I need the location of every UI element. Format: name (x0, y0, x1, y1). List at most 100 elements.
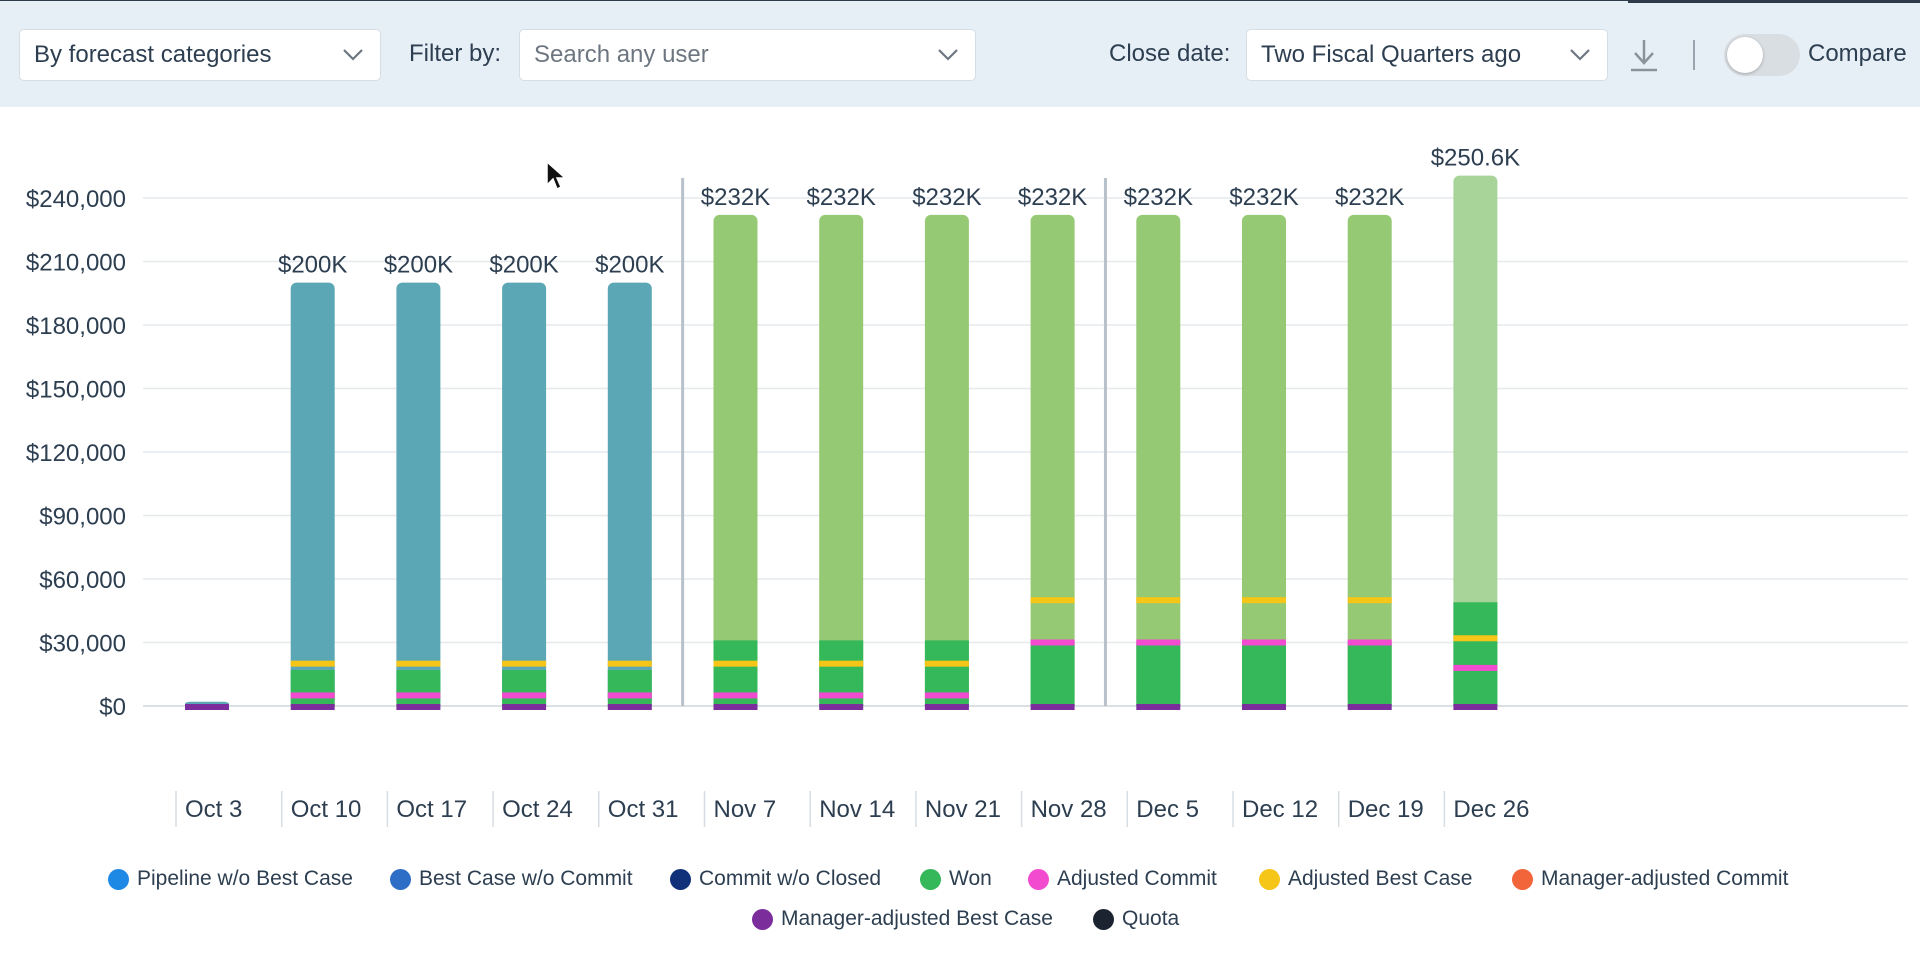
adjusted-best-case-marker-nov-14 (819, 660, 864, 667)
legend-item-pipeline-w-o-best-case[interactable]: Pipeline w/o Best Case (108, 867, 353, 891)
legend-item-won[interactable]: Won (920, 867, 992, 891)
close-date-label: Close date: (1109, 40, 1231, 67)
data-label-dec-19: $232K (1335, 184, 1404, 211)
data-label-oct-10: $200K (278, 252, 347, 279)
legend-swatch (390, 868, 411, 890)
adjusted-best-case-marker-nov-21 (924, 660, 969, 667)
adjusted-commit-marker-dec-26 (1453, 664, 1498, 671)
user-search-dropdown[interactable]: Search any user (519, 29, 976, 81)
adjusted-commit-marker-dec-19 (1347, 639, 1392, 646)
won-segment-dec-5 (1136, 642, 1181, 706)
won-segment-dec-12 (1242, 642, 1286, 706)
legend-label: Adjusted Commit (1057, 867, 1217, 890)
won-segment-oct-17 (396, 670, 441, 706)
adjusted-commit-marker-oct-24 (502, 692, 547, 699)
adjusted-commit-marker-dec-5 (1136, 639, 1181, 646)
x-tick-label-oct-24: Oct 24 (502, 796, 573, 823)
y-tick-label: $120,000 (26, 440, 126, 467)
legend-swatch (670, 868, 691, 890)
chevron-down-icon (340, 42, 366, 68)
adjusted-best-case-marker-dec-12 (1242, 597, 1286, 604)
bar-oct-10 (290, 282, 335, 706)
y-tick-label: $90,000 (39, 504, 126, 531)
download-icon[interactable] (1628, 36, 1660, 76)
adjusted-commit-marker-oct-10 (290, 692, 335, 699)
legend-item-manager-adjusted-commit[interactable]: Manager-adjusted Commit (1512, 867, 1788, 891)
legend-label: Best Case w/o Commit (419, 867, 633, 890)
x-tick-label-nov-28: Nov 28 (1031, 796, 1107, 823)
x-tick-label-dec-19: Dec 19 (1348, 796, 1424, 823)
data-label-nov-28: $232K (1018, 184, 1087, 211)
bar-dec-5 (1136, 214, 1181, 706)
legend-label: Quota (1122, 907, 1180, 930)
y-tick-label: $240,000 (26, 186, 126, 213)
chart-legend: Pipeline w/o Best Case Best Case w/o Comm… (0, 860, 1920, 950)
filter-by-label: Filter by: (409, 40, 502, 67)
legend-swatch (108, 868, 129, 890)
data-label-oct-31: $200K (595, 252, 664, 279)
adjusted-commit-marker-nov-28 (1030, 639, 1075, 646)
toolbar-separator (1693, 40, 1695, 70)
adjusted-best-case-marker-oct-31 (607, 660, 652, 667)
legend-swatch (1259, 868, 1280, 890)
adjusted-commit-marker-nov-14 (819, 692, 864, 699)
y-tick-label: $210,000 (26, 250, 126, 277)
legend-item-quota[interactable]: Quota (1093, 907, 1179, 931)
legend-item-adjusted-commit[interactable]: Adjusted Commit (1028, 867, 1217, 891)
compare-label: Compare (1808, 40, 1907, 67)
adjusted-best-case-marker-oct-24 (502, 660, 547, 667)
manager-adjusted-best-case-marker-nov-21 (924, 704, 969, 710)
manager-adjusted-best-case-marker-oct-3 (185, 704, 229, 710)
data-label-dec-12: $232K (1229, 184, 1298, 211)
x-tick-label-nov-14: Nov 14 (819, 796, 895, 823)
manager-adjusted-best-case-marker-nov-7 (713, 704, 758, 710)
chevron-down-icon (1567, 42, 1593, 68)
legend-item-adjusted-best-case[interactable]: Adjusted Best Case (1259, 867, 1472, 891)
x-tick-label-nov-21: Nov 21 (925, 796, 1001, 823)
bar-oct-31 (607, 282, 652, 706)
legend-item-manager-adjusted-best-case[interactable]: Manager-adjusted Best Case (752, 907, 1053, 931)
group-by-dropdown[interactable]: By forecast categories (19, 29, 381, 81)
legend-item-commit-w-o-closed[interactable]: Commit w/o Closed (670, 867, 881, 891)
close-date-dropdown[interactable]: Two Fiscal Quarters ago (1246, 29, 1608, 81)
manager-adjusted-best-case-marker-oct-10 (290, 704, 335, 710)
y-tick-label: $150,000 (26, 377, 126, 404)
legend-label: Pipeline w/o Best Case (137, 867, 353, 890)
legend-swatch (1512, 868, 1533, 890)
legend-label: Manager-adjusted Commit (1541, 867, 1789, 890)
adjusted-commit-marker-nov-21 (924, 692, 969, 699)
bar-nov-14 (819, 214, 864, 706)
won-segment-oct-10 (290, 670, 335, 706)
adjusted-best-case-marker-dec-5 (1136, 597, 1181, 604)
manager-adjusted-best-case-marker-nov-14 (819, 704, 864, 710)
manager-adjusted-best-case-marker-nov-28 (1030, 704, 1075, 710)
top-border (0, 0, 1920, 1)
compare-toggle[interactable] (1724, 34, 1800, 76)
legend-item-best-case-w-o-commit[interactable]: Best Case w/o Commit (390, 867, 633, 891)
adjusted-best-case-marker-nov-28 (1030, 597, 1075, 604)
data-label-nov-21: $232K (912, 184, 981, 211)
chevron-down-icon (935, 42, 961, 68)
data-label-dec-5: $232K (1124, 184, 1193, 211)
legend-swatch (752, 908, 773, 930)
manager-adjusted-best-case-marker-dec-12 (1242, 704, 1286, 710)
won-segment-oct-31 (607, 670, 652, 706)
data-label-oct-17: $200K (384, 252, 453, 279)
data-label-oct-24: $200K (489, 252, 558, 279)
x-tick-label-nov-7: Nov 7 (714, 796, 777, 823)
forecast-bar-chart: $0 $30,000 $60,000 $90,000 $120,000 $150,000 $… (26, 145, 1908, 827)
won-segment-oct-24 (502, 670, 547, 706)
legend-label: Commit w/o Closed (699, 867, 882, 890)
manager-adjusted-best-case-marker-dec-26 (1453, 704, 1498, 710)
manager-adjusted-best-case-marker-dec-19 (1347, 704, 1392, 710)
legend-swatch (1093, 908, 1114, 930)
won-segment-dec-26 (1453, 602, 1498, 706)
adjusted-best-case-marker-dec-26 (1453, 635, 1498, 642)
x-tick-label-dec-26: Dec 26 (1453, 796, 1529, 823)
toolbar: By forecast categories Filter by: Search… (0, 0, 1920, 107)
won-segment-dec-19 (1347, 642, 1392, 706)
x-tick-label-oct-31: Oct 31 (608, 796, 679, 823)
bar-dec-19 (1347, 214, 1392, 706)
x-tick-label-dec-12: Dec 12 (1242, 796, 1318, 823)
y-tick-label: $0 (99, 694, 126, 721)
